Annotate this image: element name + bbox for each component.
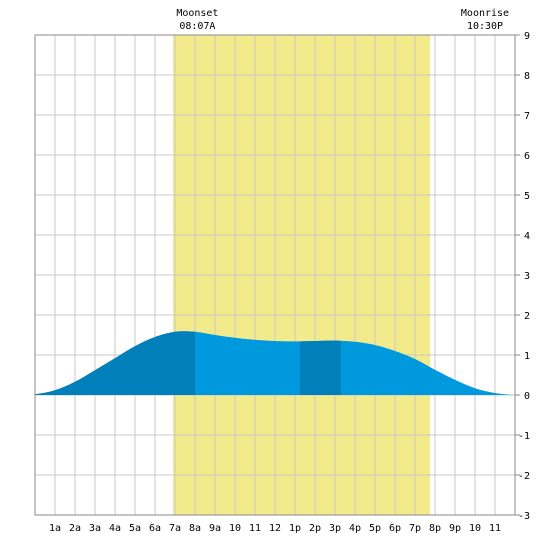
x-tick-label: 10 (229, 523, 241, 534)
x-tick-label: 4a (109, 523, 121, 534)
y-tick-label: 1 (524, 351, 530, 362)
x-tick-label: 1a (49, 523, 61, 534)
x-tick-label: 5a (129, 523, 141, 534)
y-tick-label: 8 (524, 71, 530, 82)
y-tick-label: 5 (524, 191, 530, 202)
x-tick-label: 11 (249, 523, 261, 534)
x-tick-label: 9a (209, 523, 221, 534)
moonrise-title: Moonrise (461, 8, 509, 19)
x-tick-label: 3p (329, 523, 341, 534)
moonset-time: 08:07A (179, 21, 215, 32)
tide-fill-dark (300, 340, 341, 395)
x-tick-label: 12 (269, 523, 281, 534)
y-tick-label: 7 (524, 111, 530, 122)
x-tick-label: 10 (469, 523, 481, 534)
tide-area (35, 331, 515, 395)
y-tick-label: -1 (518, 431, 530, 442)
x-tick-label: 3a (89, 523, 101, 534)
x-tick-label: 1p (289, 523, 301, 534)
y-tick-label: 0 (524, 391, 530, 402)
y-tick-labels: -3 -2 -1 0 1 2 3 4 5 6 7 8 9 (515, 31, 530, 522)
y-tick-label: 4 (524, 231, 530, 242)
x-tick-label: 11 (489, 523, 501, 534)
moonrise-time: 10:30P (467, 21, 503, 32)
x-tick-label: 6a (149, 523, 161, 534)
y-tick-label: 2 (524, 311, 530, 322)
x-tick-label: 7p (409, 523, 421, 534)
tide-fill-dark (35, 331, 195, 395)
y-tick-label: -3 (518, 511, 530, 522)
y-tick-label: 3 (524, 271, 530, 282)
x-tick-label: 8p (429, 523, 441, 534)
x-tick-label: 2p (309, 523, 321, 534)
x-tick-label: 9p (449, 523, 461, 534)
moonset-title: Moonset (176, 8, 218, 19)
x-tick-label: 2a (69, 523, 81, 534)
grid-lines (35, 35, 515, 515)
x-tick-label: 5p (369, 523, 381, 534)
x-tick-label: 4p (349, 523, 361, 534)
x-tick-label: 7a (169, 523, 181, 534)
x-tick-label: 6p (389, 523, 401, 534)
x-tick-labels: 1a 2a 3a 4a 5a 6a 7a 8a 9a 10 11 12 1p 2p 3p 4p 5p 6p 7p 8p… (49, 523, 501, 534)
x-tick-label: 8a (189, 523, 201, 534)
y-tick-label: -2 (518, 471, 530, 482)
y-tick-label: 6 (524, 151, 530, 162)
y-tick-label: 9 (524, 31, 530, 42)
